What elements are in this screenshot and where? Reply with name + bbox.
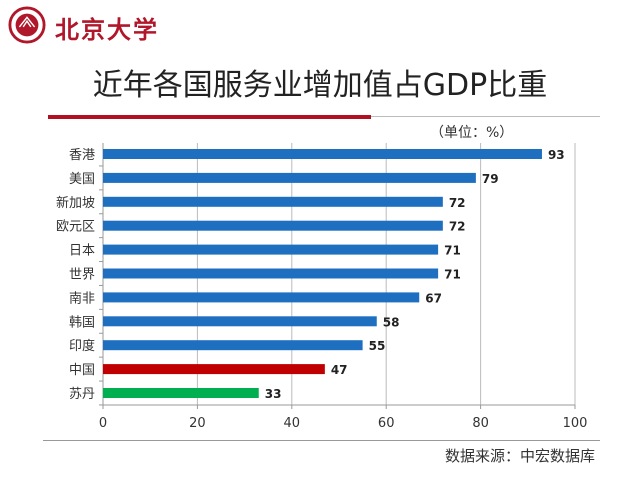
category-label: 日本 <box>69 244 95 259</box>
bar-韩国 <box>103 316 377 327</box>
title-rule <box>371 116 600 117</box>
bar-欧元区 <box>103 220 443 231</box>
category-label: 美国 <box>69 172 95 187</box>
category-label: 南非 <box>69 290 95 306</box>
data-label: 67 <box>425 291 442 305</box>
data-label: 33 <box>265 387 282 401</box>
category-label: 欧元区 <box>56 220 95 235</box>
logo-text: 北京大学 <box>55 15 159 44</box>
x-tick-label: 60 <box>378 416 395 431</box>
bar-新加坡 <box>103 196 443 207</box>
source-note: 数据来源：中宏数据库 <box>444 447 595 465</box>
x-tick-label: 20 <box>189 416 206 431</box>
category-label: 香港 <box>69 148 95 163</box>
title-rule-accent <box>48 115 371 119</box>
data-label: 93 <box>548 148 565 162</box>
data-label: 79 <box>482 172 499 186</box>
data-label: 72 <box>449 220 466 234</box>
footer-rule <box>43 440 600 441</box>
bar-世界 <box>103 268 439 279</box>
category-label: 世界 <box>69 268 95 283</box>
chart-title: 近年各国服务业增加值占GDP比重 <box>92 68 548 103</box>
category-label: 苏丹 <box>69 386 95 402</box>
bar-中国 <box>103 364 325 375</box>
category-label: 韩国 <box>69 315 95 330</box>
category-label: 印度 <box>69 338 95 354</box>
bar-美国 <box>103 172 476 183</box>
x-tick-label: 0 <box>99 416 107 431</box>
data-label: 47 <box>331 363 348 377</box>
data-label: 72 <box>449 196 466 210</box>
x-tick-label: 80 <box>472 416 489 431</box>
category-label: 中国 <box>69 363 95 378</box>
x-tick-label: 40 <box>284 416 301 431</box>
data-label: 71 <box>444 244 461 258</box>
bar-日本 <box>103 244 439 255</box>
unit-note: （单位：%） <box>430 125 514 141</box>
data-label: 58 <box>383 315 400 329</box>
peking-university-logo <box>8 6 46 44</box>
bar-印度 <box>103 340 363 351</box>
category-label: 新加坡 <box>56 195 95 211</box>
data-label: 55 <box>369 339 386 353</box>
bar-南非 <box>103 292 420 303</box>
x-tick-label: 100 <box>563 416 588 431</box>
bar-苏丹 <box>103 388 259 398</box>
data-label: 71 <box>444 268 461 282</box>
bar-香港 <box>103 149 542 159</box>
